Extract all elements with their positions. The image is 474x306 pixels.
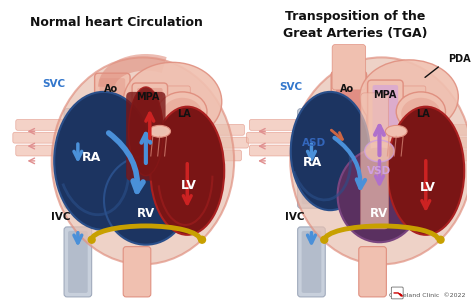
FancyBboxPatch shape <box>68 113 88 204</box>
Text: SVC: SVC <box>43 79 66 89</box>
FancyBboxPatch shape <box>336 76 362 135</box>
Text: IVC: IVC <box>285 212 304 222</box>
Ellipse shape <box>396 92 446 131</box>
Ellipse shape <box>360 60 458 134</box>
Text: VSD: VSD <box>367 166 392 176</box>
FancyBboxPatch shape <box>161 97 199 109</box>
FancyBboxPatch shape <box>444 137 474 148</box>
Circle shape <box>321 236 328 243</box>
FancyBboxPatch shape <box>203 150 241 161</box>
FancyBboxPatch shape <box>123 247 151 297</box>
Text: LA: LA <box>416 109 430 118</box>
FancyBboxPatch shape <box>298 227 325 297</box>
Ellipse shape <box>401 98 440 129</box>
FancyBboxPatch shape <box>203 125 245 135</box>
Ellipse shape <box>365 140 394 162</box>
Ellipse shape <box>150 107 224 235</box>
FancyBboxPatch shape <box>249 145 308 156</box>
Ellipse shape <box>149 125 171 137</box>
FancyBboxPatch shape <box>164 110 197 121</box>
Text: IVC: IVC <box>51 212 71 222</box>
Text: LV: LV <box>420 181 436 194</box>
Text: Normal heart Circulation: Normal heart Circulation <box>30 16 203 29</box>
Ellipse shape <box>123 62 222 141</box>
FancyBboxPatch shape <box>126 92 165 181</box>
Text: RV: RV <box>137 207 155 220</box>
Text: SVC: SVC <box>279 82 302 92</box>
Ellipse shape <box>158 92 207 131</box>
FancyBboxPatch shape <box>137 88 163 137</box>
FancyBboxPatch shape <box>368 80 403 142</box>
FancyBboxPatch shape <box>246 132 310 143</box>
FancyBboxPatch shape <box>396 97 435 109</box>
FancyBboxPatch shape <box>100 78 125 136</box>
FancyBboxPatch shape <box>442 125 474 135</box>
FancyBboxPatch shape <box>64 109 91 208</box>
Text: LV: LV <box>181 179 197 192</box>
Text: ASD: ASD <box>302 138 327 148</box>
Ellipse shape <box>291 92 370 210</box>
FancyBboxPatch shape <box>392 287 403 299</box>
Ellipse shape <box>163 98 202 129</box>
Text: PDA: PDA <box>448 54 471 64</box>
Text: Ao: Ao <box>340 84 354 94</box>
FancyBboxPatch shape <box>301 113 321 204</box>
FancyBboxPatch shape <box>373 85 398 137</box>
Text: Ao: Ao <box>104 84 118 94</box>
Ellipse shape <box>337 149 421 242</box>
FancyBboxPatch shape <box>394 86 426 97</box>
Ellipse shape <box>387 107 464 235</box>
Ellipse shape <box>128 87 163 176</box>
FancyBboxPatch shape <box>331 71 367 140</box>
FancyBboxPatch shape <box>399 110 433 121</box>
FancyBboxPatch shape <box>16 145 74 156</box>
FancyBboxPatch shape <box>359 247 386 297</box>
Text: RV: RV <box>370 207 389 220</box>
Circle shape <box>437 236 444 243</box>
FancyBboxPatch shape <box>298 109 325 208</box>
FancyBboxPatch shape <box>95 73 130 140</box>
Text: Transposition of the
Great Arteries (TGA): Transposition of the Great Arteries (TGA… <box>283 10 427 40</box>
Text: RA: RA <box>82 151 101 164</box>
Text: RA: RA <box>303 156 322 169</box>
Text: MPA: MPA <box>373 90 396 100</box>
FancyBboxPatch shape <box>332 45 365 90</box>
Text: LA: LA <box>177 109 191 118</box>
FancyBboxPatch shape <box>442 150 474 161</box>
FancyBboxPatch shape <box>249 119 305 130</box>
FancyBboxPatch shape <box>301 231 321 293</box>
FancyBboxPatch shape <box>205 137 248 148</box>
Ellipse shape <box>104 156 188 245</box>
FancyBboxPatch shape <box>132 83 167 142</box>
Ellipse shape <box>153 127 166 135</box>
FancyBboxPatch shape <box>16 119 71 130</box>
Ellipse shape <box>52 58 234 264</box>
Ellipse shape <box>290 58 473 264</box>
FancyBboxPatch shape <box>13 132 76 143</box>
FancyBboxPatch shape <box>64 227 91 297</box>
FancyBboxPatch shape <box>159 86 190 97</box>
Circle shape <box>199 236 206 243</box>
Text: Cleveland Clinic  ©2022: Cleveland Clinic ©2022 <box>389 293 465 298</box>
Circle shape <box>88 236 95 243</box>
FancyBboxPatch shape <box>68 231 88 293</box>
Text: MPA: MPA <box>136 92 160 102</box>
Ellipse shape <box>385 125 407 137</box>
FancyBboxPatch shape <box>361 93 388 229</box>
Ellipse shape <box>54 92 153 230</box>
